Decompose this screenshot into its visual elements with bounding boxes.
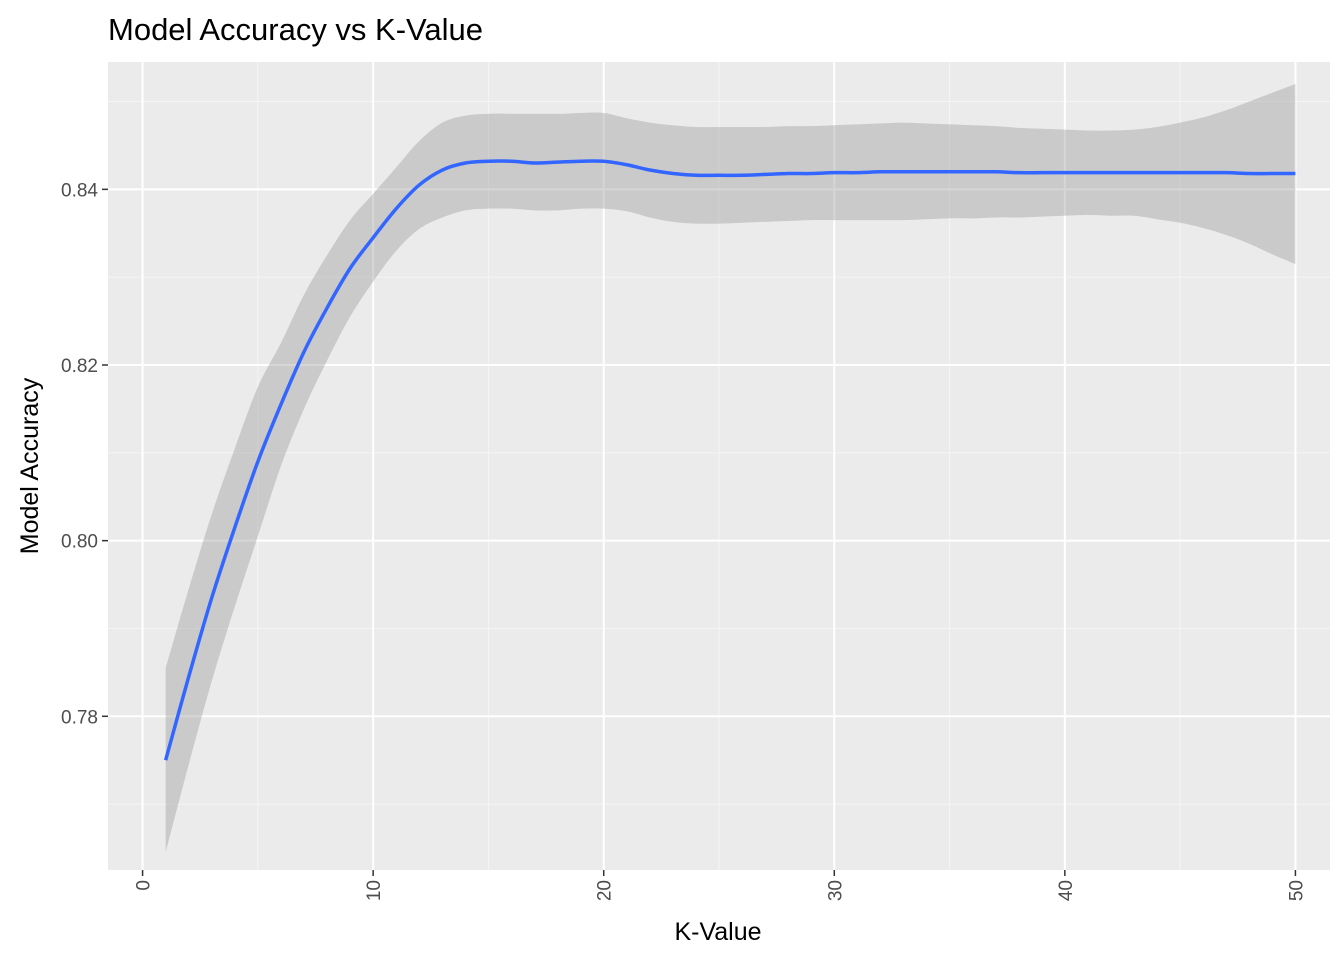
minor-gridlines: [108, 62, 1330, 870]
x-tick-label: 30: [825, 880, 846, 901]
y-tick-label: 0.84: [61, 180, 98, 201]
x-axis-title: K-Value: [674, 918, 761, 946]
smoothed-line: [163, 159, 1296, 761]
x-tick-label: 0: [134, 880, 155, 891]
x-axis: 0 10 20 30 40 50: [134, 870, 1307, 901]
x-tick-label: 20: [595, 880, 616, 901]
y-axis-title: Model Accuracy: [16, 377, 44, 554]
y-tick-label: 0.78: [61, 707, 98, 728]
chart-title: Model Accuracy vs K-Value: [108, 12, 483, 47]
y-axis: 0.78 0.80 0.82 0.84: [61, 180, 108, 728]
x-tick-label: 50: [1286, 880, 1307, 901]
y-tick-label: 0.82: [61, 356, 98, 377]
y-tick-label: 0.80: [61, 532, 98, 553]
x-tick-label: 10: [364, 880, 385, 901]
x-tick-label: 40: [1056, 880, 1077, 901]
confidence-band: [165, 83, 1296, 853]
major-gridlines: [108, 62, 1330, 870]
